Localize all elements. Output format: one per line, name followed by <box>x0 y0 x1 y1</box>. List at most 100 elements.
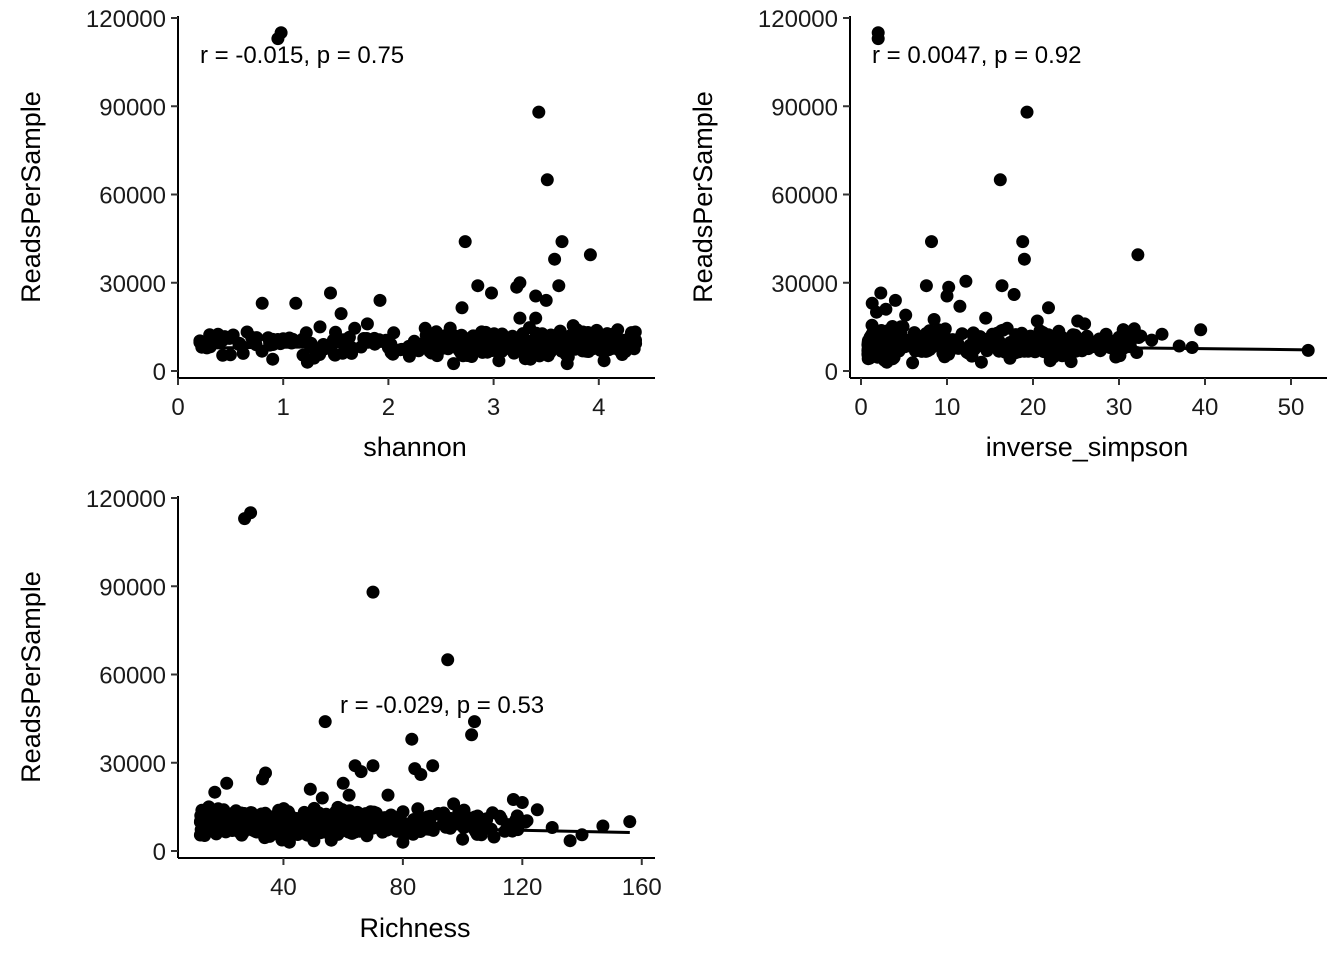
richness-point <box>366 759 380 773</box>
shannon-point <box>583 248 597 262</box>
inverse-simpson-point <box>993 173 1007 187</box>
shannon-y-tick-label: 30000 <box>99 271 166 298</box>
shannon-point <box>317 342 331 356</box>
shannon-point <box>334 307 348 321</box>
richness-point <box>441 653 455 667</box>
richness-point <box>336 776 350 790</box>
richness-point <box>447 797 461 811</box>
inverse-simpson-point <box>1078 317 1092 331</box>
richness-point <box>396 805 410 819</box>
inverse-simpson-point <box>953 299 967 313</box>
inverse-simpson-x-tick-label: 10 <box>934 394 961 421</box>
shannon-point <box>465 350 479 363</box>
shannon-point <box>245 330 259 344</box>
richness-y-title: ReadsPerSample <box>16 571 46 783</box>
inverse-simpson-y-tick-label: 90000 <box>771 94 838 121</box>
inverse-simpson-point <box>1109 350 1123 364</box>
shannon-y-tick-label: 60000 <box>99 183 166 210</box>
richness-y-tick-label: 30000 <box>99 751 166 778</box>
richness-annotation: r = -0.029, p = 0.53 <box>340 692 544 719</box>
shannon-point <box>384 337 398 351</box>
shannon-point <box>476 330 490 344</box>
inverse-simpson-point <box>925 235 938 249</box>
inverse-simpson-point <box>1012 345 1026 359</box>
inverse-simpson-point <box>880 355 894 369</box>
inverse-simpson-y-tick-label: 60000 <box>771 183 838 210</box>
richness-point <box>256 772 269 786</box>
shannon-point <box>418 321 432 335</box>
richness-point <box>563 834 577 848</box>
inverse-simpson-point <box>1045 334 1059 348</box>
shannon-point <box>471 279 485 293</box>
shannon-point <box>266 352 280 366</box>
richness-point <box>396 835 410 849</box>
shannon-y-tick-label: 0 <box>153 359 166 386</box>
shannon-point <box>236 346 250 360</box>
inverse-simpson-x-tick-label: 30 <box>1106 394 1133 421</box>
richness-point <box>342 788 356 802</box>
shannon-point <box>581 326 595 339</box>
shannon-point <box>591 327 605 341</box>
shannon-point <box>324 286 337 300</box>
inverse-simpson-point <box>1099 327 1113 341</box>
richness-point <box>282 835 296 849</box>
inverse-simpson-point <box>1080 329 1094 343</box>
inverse-simpson-point <box>974 355 988 369</box>
richness-point <box>357 813 371 827</box>
inverse-simpson-point <box>888 293 902 307</box>
inverse-simpson-point <box>1042 301 1055 315</box>
shannon-x-tick-label: 4 <box>592 394 605 421</box>
richness-point <box>414 768 428 781</box>
richness-point <box>196 819 210 833</box>
shannon-point <box>447 357 461 371</box>
richness-y-tick-label: 60000 <box>99 663 166 690</box>
inverse-simpson-point <box>1063 334 1077 348</box>
shannon-point <box>373 293 387 307</box>
shannon-point <box>455 301 469 315</box>
inverse-simpson-point <box>1155 327 1169 341</box>
richness-point <box>381 788 395 802</box>
richness-point <box>324 833 338 847</box>
inverse-simpson-point <box>959 274 973 288</box>
shannon-point <box>576 344 590 358</box>
shannon-point <box>360 332 374 345</box>
richness-point <box>486 806 499 820</box>
inverse-simpson-y-tick-label: 30000 <box>771 271 838 298</box>
richness-y-tick-label: 120000 <box>86 486 166 513</box>
shannon-x-tick-label: 1 <box>277 394 290 421</box>
richness-point <box>411 802 425 816</box>
shannon-x-tick-label: 3 <box>487 394 500 421</box>
shannon-trend-line <box>196 342 636 350</box>
richness-point <box>470 827 484 841</box>
richness-point <box>217 803 231 817</box>
shannon-point <box>611 340 625 354</box>
richness-x-tick-label: 120 <box>502 874 542 901</box>
shannon-point <box>555 235 569 249</box>
inverse-simpson-point <box>1030 314 1044 328</box>
shannon-point <box>329 325 342 339</box>
shannon-point <box>513 311 527 325</box>
richness-point <box>284 813 298 827</box>
richness-point <box>468 715 481 729</box>
richness-point <box>246 816 259 830</box>
inverse-simpson-panel: 0 30000 60000 90000 120000 0 10 20 30 40 50 r = 0.0… <box>688 6 1327 462</box>
inverse-simpson-x-tick-label: 50 <box>1278 394 1305 421</box>
inverse-simpson-point <box>899 336 913 350</box>
shannon-point <box>552 279 566 293</box>
inverse-simpson-trend-line <box>867 343 1309 352</box>
inverse-simpson-point <box>978 337 992 351</box>
shannon-y-tick-label: 120000 <box>86 6 166 33</box>
richness-point <box>220 776 234 790</box>
shannon-point <box>594 343 608 357</box>
richness-point <box>623 815 637 829</box>
richness-point <box>315 791 329 805</box>
shannon-point <box>299 326 313 340</box>
inverse-simpson-point <box>979 311 993 325</box>
shannon-x-title: shannon <box>363 432 467 462</box>
richness-point <box>511 815 525 829</box>
shannon-panel: 0 30000 60000 90000 120000 0 1 2 3 4 r = -0.015, p… <box>16 6 655 462</box>
richness-x-tick-label: 80 <box>390 874 417 901</box>
shannon-point <box>274 26 288 40</box>
richness-y-tick-label: 90000 <box>99 574 166 601</box>
